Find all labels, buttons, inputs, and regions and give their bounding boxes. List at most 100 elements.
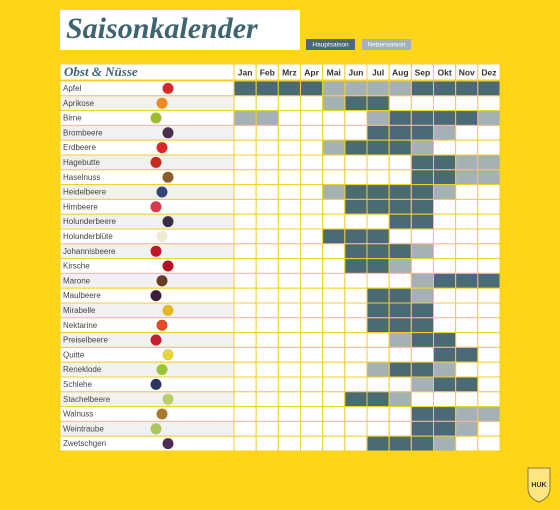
month-cell [322,124,346,141]
month-cell [300,228,324,245]
month-cell [277,287,302,304]
month-cell [233,213,257,230]
season-cell [322,184,346,200]
month-cell [233,391,257,408]
fruit-name: Stachelbeere [63,395,111,404]
season-cell [388,435,412,452]
month-cell [255,346,279,363]
season-cell [388,391,412,408]
season-cell [410,406,435,422]
month-cell [300,243,324,260]
month-label: Sep [415,67,431,77]
month-cell [255,139,279,156]
month-cell [233,198,257,215]
fruit-icon [150,201,162,213]
season-cell [410,198,435,215]
month-cell [300,332,324,348]
month-cell [344,332,368,348]
month-cell [455,317,479,334]
season-cell [255,110,279,126]
month-cell [322,420,346,437]
fruit-name: Holunderbeere [63,217,116,226]
month-cell [477,184,501,200]
fruit-icon [162,260,174,272]
month-cell [322,198,346,215]
month-cell [300,110,324,126]
month-cell [388,228,412,245]
month-cell [455,258,479,274]
season-cell [388,243,412,260]
month-cell [255,184,279,200]
season-cell [455,346,479,363]
month-label: Okt [437,67,451,77]
season-cell [410,80,435,97]
season-cell [410,110,435,126]
season-cell [410,272,435,289]
fruit-icon [156,97,168,109]
month-cell [277,420,302,437]
month-label: Jun [348,67,363,77]
month-cell [277,435,302,452]
month-cell [366,213,390,230]
month-cell [455,95,479,112]
month-cell [455,361,479,378]
season-cell [433,272,457,289]
season-cell [366,258,390,274]
month-cell [477,420,501,437]
season-cell [455,169,479,186]
month-cell [322,287,346,304]
season-cell [410,435,435,452]
fruit-name: Maulbeere [63,291,101,300]
fruit-icon [162,349,174,361]
month-cell [255,420,279,437]
month-cell [477,287,501,304]
month-cell [433,302,457,319]
month-cell [300,258,324,274]
month-cell [477,346,501,363]
month-cell [233,139,257,156]
month-cell [233,124,257,141]
name-cell [59,346,235,363]
season-cell [344,228,368,245]
month-cell [300,406,324,422]
month-cell [455,228,479,245]
month-cell [366,332,390,348]
season-cell [322,80,346,97]
season-cell [433,406,457,422]
month-cell [300,317,324,334]
month-cell [255,391,279,408]
season-cell [455,272,479,289]
season-cell [433,435,457,452]
month-cell [233,258,257,274]
season-cell [322,228,346,245]
month-cell [300,154,324,171]
month-cell [255,169,279,186]
season-cell [322,139,346,156]
month-cell [322,154,346,171]
month-cell [255,287,279,304]
month-cell [455,198,479,215]
month-cell [255,332,279,348]
fruit-icon [150,423,162,435]
month-cell [300,95,324,112]
season-cell [388,124,412,141]
month-cell [322,317,346,334]
month-cell [388,406,412,422]
month-label: Apr [304,67,319,77]
month-cell [433,391,457,408]
month-cell [277,317,302,334]
month-cell [277,243,302,260]
season-cell [366,124,390,141]
month-cell [277,346,302,363]
season-cell [477,406,501,422]
month-cell [433,95,457,112]
month-cell [255,228,279,245]
fruit-name: Mirabelle [63,306,96,315]
fruit-name: Himbeere [63,202,98,211]
season-cell [388,361,412,378]
fruit-name: Hagebutte [63,158,100,167]
month-cell [344,272,368,289]
month-cell [322,243,346,260]
month-cell [277,332,302,348]
month-cell [388,95,412,112]
